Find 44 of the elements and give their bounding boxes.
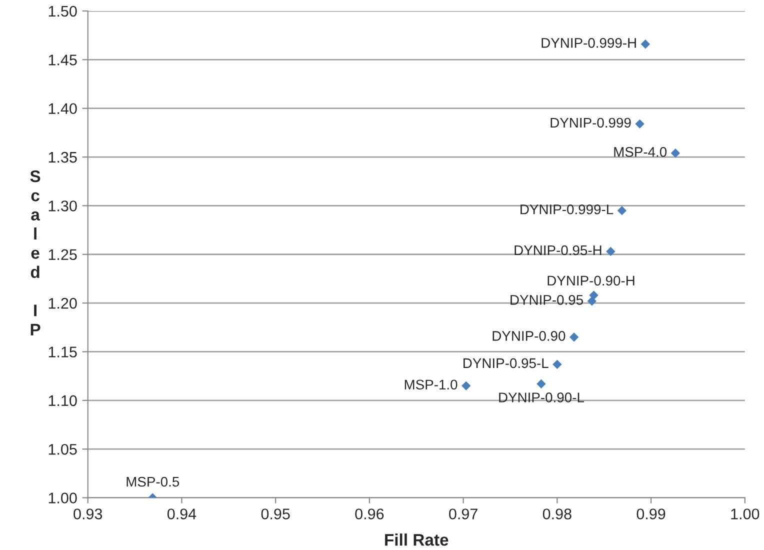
y-tick-label: 1.20 [48, 298, 77, 309]
y-tick-label: 1.25 [48, 249, 77, 260]
y-tick-label: 1.05 [48, 444, 77, 455]
annotation: DYNIP-0.999-L [520, 204, 614, 214]
y-tick-label: 1.00 [48, 492, 77, 504]
annotation: DYNIP-0.95 [510, 294, 583, 305]
text: Scaled IP [30, 170, 40, 336]
point [536, 379, 546, 388]
y-tick-label: 1.35 [48, 152, 77, 163]
point [462, 381, 471, 390]
y-tick-label: 1.15 [48, 346, 77, 358]
annotation: DYNIP-0.95-L [464, 358, 548, 368]
x-tick-label: 0.96 [355, 508, 384, 520]
x-axis-title: Fill Rate [385, 534, 448, 546]
point [670, 148, 680, 158]
annotation: MSP-0.5 [126, 476, 180, 487]
y-tick-label: 1.45 [48, 54, 77, 66]
point [552, 360, 562, 369]
x-tick-label: 0.97 [449, 508, 478, 520]
x-tick-label: 0.93 [74, 508, 102, 520]
annotation: DYNIP-0.90 [492, 331, 566, 341]
annotation: DYNIP-0.999 [550, 118, 631, 128]
point [640, 39, 650, 49]
x-tick-label: 0.99 [636, 508, 666, 520]
y-tick-label: 1.30 [48, 200, 77, 212]
annotation: MSP-4.0 [614, 147, 667, 157]
annotation: DYNIP-0.95-H [514, 245, 602, 256]
y-tick-label: 1.10 [48, 395, 77, 406]
x-tick-label: 0.95 [261, 508, 290, 520]
x-tick-label: 0.98 [542, 508, 572, 520]
point [569, 332, 579, 342]
point [587, 296, 597, 306]
point [635, 119, 644, 129]
x-tick-label: 1.00 [731, 508, 760, 520]
y-tick-label: 1.50 [48, 6, 77, 17]
point [617, 206, 627, 216]
point [606, 246, 616, 256]
point [589, 290, 598, 300]
annotation: DYNIP-0.90-H [548, 276, 634, 286]
x-tick-label: 0.94 [167, 508, 196, 520]
y-tick-label: 1.40 [48, 103, 77, 114]
annotation: DYNIP-0.90-L [499, 392, 584, 402]
annotation: MSP-1.0 [404, 380, 458, 390]
annotation: DYNIP-0.999-H [542, 38, 636, 48]
